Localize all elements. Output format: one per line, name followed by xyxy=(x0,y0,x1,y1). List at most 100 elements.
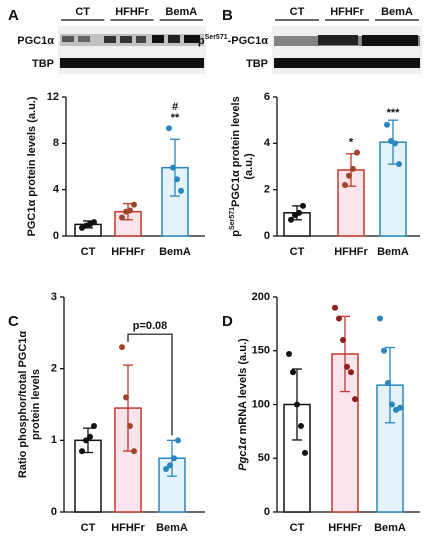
y-tick-label: 0 xyxy=(264,506,270,518)
data-point xyxy=(288,216,294,223)
data-point xyxy=(346,172,352,179)
data-point xyxy=(123,394,129,401)
y-tick-label: 0 xyxy=(51,506,57,518)
y-tick-label: 100 xyxy=(252,398,270,410)
x-tick-label: BemA xyxy=(156,522,188,534)
data-point xyxy=(166,125,172,132)
text-segment: mRNA levels (a.u.) xyxy=(237,338,249,438)
y-tick-label: 6 xyxy=(264,91,270,103)
data-point xyxy=(175,437,181,444)
data-point xyxy=(170,164,176,171)
data-point xyxy=(354,149,360,156)
blot-group-label: BemA xyxy=(165,6,197,18)
data-point xyxy=(300,202,306,209)
y-tick-label: 0 xyxy=(264,230,270,242)
y-tick-label: 4 xyxy=(264,137,271,149)
y-tick-label: 2 xyxy=(264,184,270,196)
x-tick-label: HFHFr xyxy=(111,522,145,534)
data-point xyxy=(91,423,97,429)
bracket xyxy=(127,333,173,436)
x-tick-label: CT xyxy=(81,246,96,258)
y-tick-label: 12 xyxy=(47,91,59,103)
y-tick-label: 1 xyxy=(51,434,57,446)
data-point xyxy=(294,401,300,408)
significance-label: * xyxy=(349,137,354,149)
data-point xyxy=(384,121,390,128)
blot-row-label: TBP xyxy=(246,58,268,70)
text-segment: Ser571 xyxy=(229,207,236,230)
y-tick-label: 4 xyxy=(53,184,60,196)
data-point xyxy=(385,380,391,386)
y-tick-label: 3 xyxy=(51,291,57,303)
blot-group-label: CT xyxy=(75,6,90,18)
panel-label: D xyxy=(222,313,233,330)
data-point xyxy=(131,448,137,455)
text-segment: p xyxy=(230,230,242,237)
blot-row-label: PGC1α xyxy=(17,35,54,47)
y-tick-label: 50 xyxy=(258,452,270,464)
data-point xyxy=(352,396,358,403)
x-tick-label: CT xyxy=(290,522,305,534)
blot-group-label: HFHFr xyxy=(330,6,364,18)
data-point xyxy=(167,462,173,469)
bracket-label: p=0.08 xyxy=(133,320,168,332)
y-tick-label: 8 xyxy=(53,137,59,149)
panel-label: C xyxy=(8,313,19,330)
text-segment: TBP xyxy=(246,58,268,70)
data-point xyxy=(381,347,387,354)
y-tick-label: 2 xyxy=(51,363,57,375)
data-point xyxy=(298,423,304,429)
data-point xyxy=(83,437,89,444)
data-point xyxy=(336,315,342,322)
data-point xyxy=(91,219,97,226)
panel-label: B xyxy=(222,7,233,24)
x-tick-label: HFHFr xyxy=(328,522,362,534)
blot-image-a xyxy=(58,26,206,74)
text-segment: protein levels xyxy=(30,369,42,440)
x-tick-label: HFHFr xyxy=(334,246,368,258)
data-point xyxy=(392,140,398,147)
data-point xyxy=(286,350,292,357)
y-axis-label: Ratio phosphor/total PGC1α xyxy=(17,331,29,479)
text-segment: Pgc1α xyxy=(237,436,249,470)
data-point xyxy=(290,369,296,376)
blot-group-label: CT xyxy=(290,6,305,18)
data-point xyxy=(296,209,302,216)
y-axis-label: protein levels xyxy=(30,369,42,440)
x-tick-label: HFHFr xyxy=(111,246,145,258)
x-tick-label: BemA xyxy=(377,246,409,258)
x-tick-label: CT xyxy=(290,246,305,258)
data-point xyxy=(79,448,85,455)
data-point xyxy=(119,344,125,351)
data-point xyxy=(340,337,346,343)
data-point xyxy=(302,449,308,456)
blot-row-label: pSer571-PGC1α xyxy=(198,34,268,47)
blot-row-label: TBP xyxy=(32,58,54,70)
data-point xyxy=(127,207,133,214)
blot-image-b xyxy=(272,26,422,74)
significance-label: # xyxy=(172,101,178,113)
data-point xyxy=(163,466,169,472)
data-point xyxy=(119,214,125,221)
text-segment: Ratio phosphor/total PGC1α xyxy=(17,331,29,479)
data-point xyxy=(389,401,395,408)
y-tick-label: 150 xyxy=(252,345,270,357)
data-point xyxy=(87,433,93,440)
data-point xyxy=(377,315,383,322)
text-segment: (a.u.) xyxy=(243,153,255,180)
text-segment: PGC1α protein levels xyxy=(230,96,242,207)
data-point xyxy=(397,404,403,411)
blot-group-label: BemA xyxy=(381,6,413,18)
data-point xyxy=(178,187,184,194)
significance-label: ** xyxy=(171,112,180,124)
data-point xyxy=(342,182,348,189)
x-tick-label: CT xyxy=(81,522,96,534)
text-segment: PGC1α protein levels (a.u.) xyxy=(26,96,38,236)
y-tick-label: 0 xyxy=(53,230,59,242)
text-segment: -PGC1α xyxy=(228,35,269,47)
data-point xyxy=(396,161,402,168)
blot-group-label: HFHFr xyxy=(115,6,149,18)
data-point xyxy=(348,369,354,376)
data-point xyxy=(350,165,356,172)
data-point xyxy=(127,423,133,429)
